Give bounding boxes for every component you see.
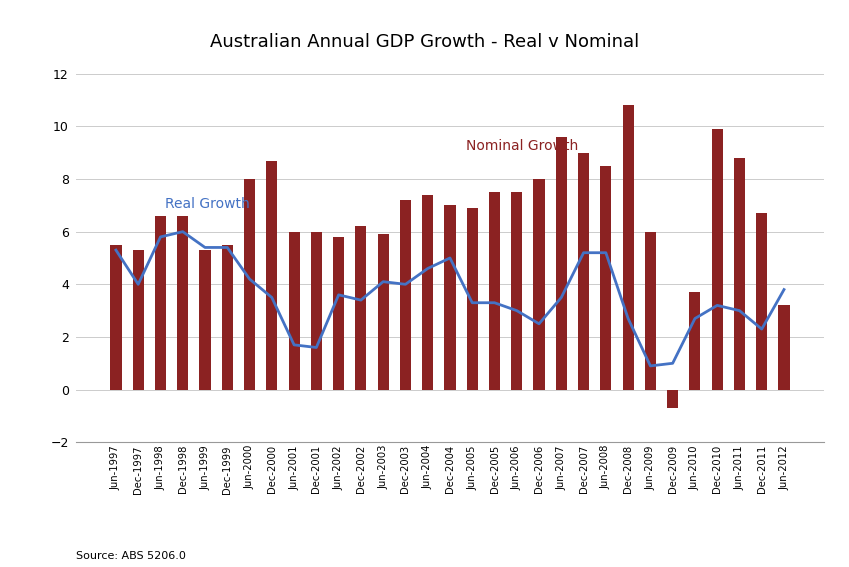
- Bar: [244, 179, 255, 390]
- Bar: [689, 292, 700, 390]
- Text: Nominal Growth: Nominal Growth: [465, 139, 578, 153]
- Bar: [622, 105, 633, 390]
- Bar: [556, 137, 567, 390]
- Bar: [289, 232, 300, 390]
- Bar: [378, 234, 389, 390]
- Bar: [489, 192, 500, 390]
- Bar: [132, 250, 143, 390]
- Bar: [467, 208, 478, 390]
- Bar: [779, 306, 790, 390]
- Text: Australian Annual GDP Growth - Real v Nominal: Australian Annual GDP Growth - Real v No…: [210, 33, 639, 51]
- Bar: [267, 160, 278, 390]
- Bar: [200, 250, 211, 390]
- Bar: [155, 216, 166, 390]
- Bar: [645, 232, 656, 390]
- Bar: [311, 232, 322, 390]
- Bar: [444, 205, 456, 390]
- Bar: [600, 166, 611, 390]
- Bar: [333, 237, 344, 390]
- Bar: [422, 195, 433, 390]
- Bar: [711, 129, 722, 390]
- Bar: [578, 153, 589, 390]
- Bar: [667, 390, 678, 408]
- Bar: [400, 200, 411, 390]
- Bar: [222, 245, 233, 390]
- Bar: [356, 226, 367, 390]
- Bar: [734, 158, 745, 390]
- Bar: [110, 245, 121, 390]
- Text: Real Growth: Real Growth: [165, 197, 250, 210]
- Bar: [177, 216, 188, 390]
- Bar: [511, 192, 522, 390]
- Text: Source: ABS 5206.0: Source: ABS 5206.0: [76, 551, 186, 561]
- Bar: [533, 179, 544, 390]
- Bar: [756, 213, 767, 390]
